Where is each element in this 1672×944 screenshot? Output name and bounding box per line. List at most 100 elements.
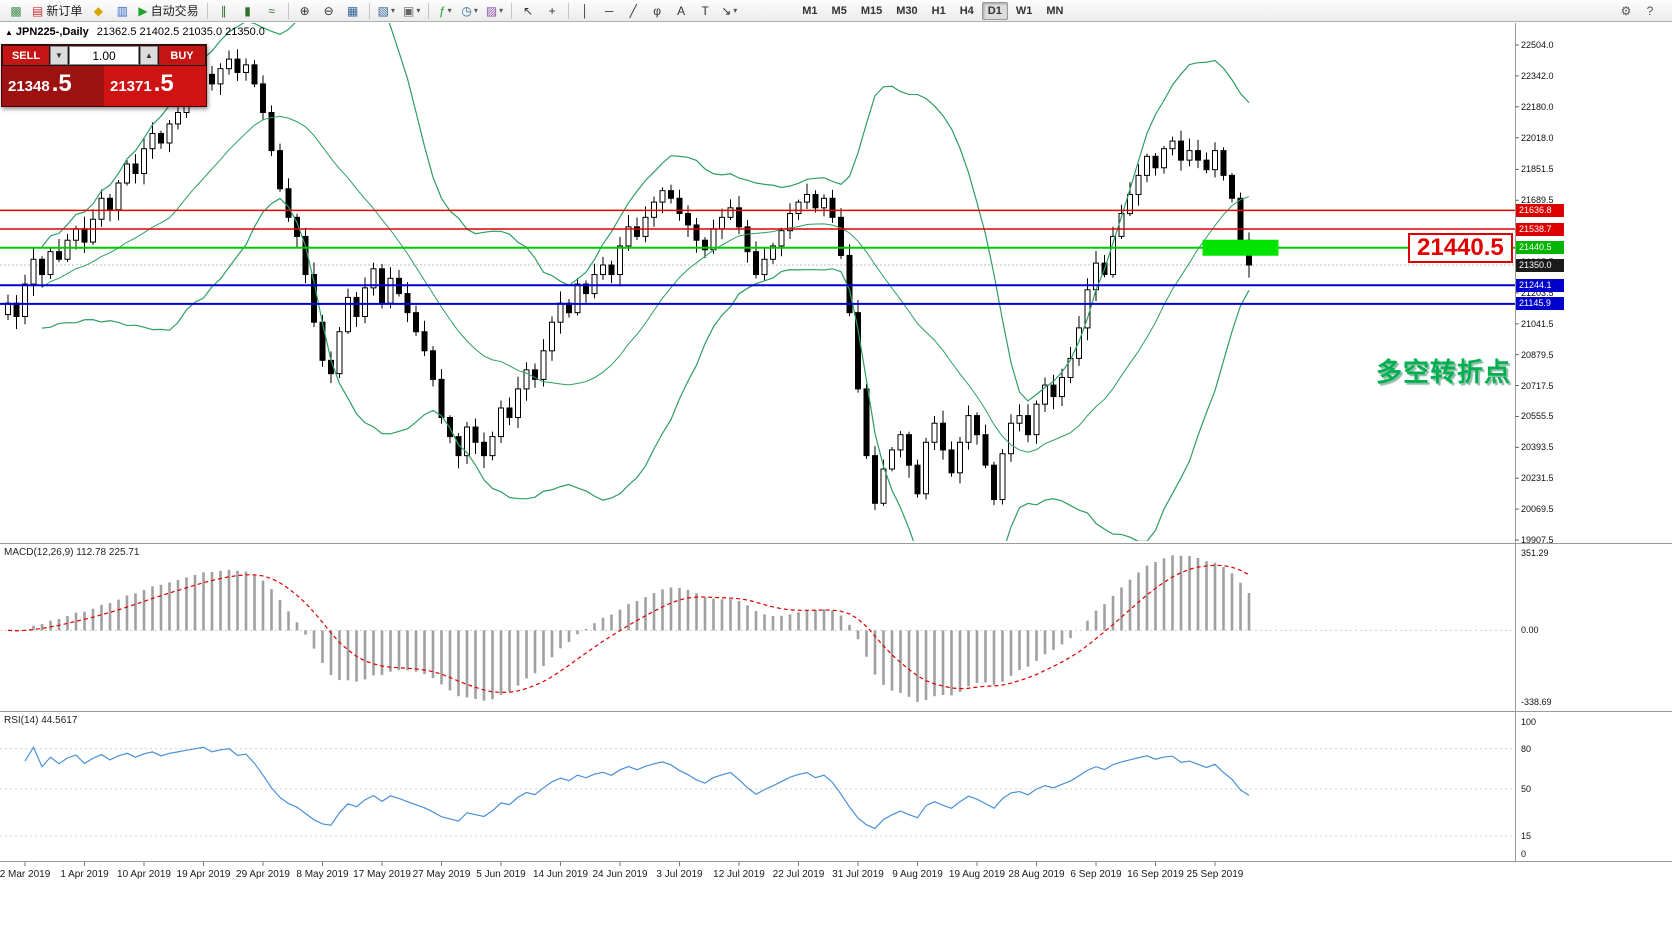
- profiles-icon[interactable]: ▣ ▾: [400, 2, 423, 20]
- timeframe-m15-button[interactable]: M15: [860, 4, 883, 17]
- zoom-in-icon[interactable]: ⊕: [294, 2, 316, 20]
- bar-chart-icon: ∥: [220, 3, 227, 18]
- volume-decrease-button[interactable]: ▼: [50, 46, 68, 65]
- buy-price-display[interactable]: 21371 .5: [104, 66, 206, 106]
- macd-histogram: [15, 555, 1251, 702]
- macd-axis-label: 351.29: [1521, 548, 1549, 558]
- charts-grid-icon[interactable]: ▧ ▾: [375, 2, 398, 20]
- periods-icon: ◷: [461, 3, 472, 18]
- macd-signal-line: [7, 564, 1250, 694]
- data-window-icon: ▥: [116, 3, 129, 18]
- symbol-period-label: JPN225-,Daily: [15, 26, 89, 38]
- sell-price-frac: .5: [51, 70, 72, 97]
- timeframe-mn-button[interactable]: MN: [1046, 4, 1064, 17]
- new-order-button[interactable]: ▤ 新订单: [29, 2, 85, 20]
- date-label: 2 Mar 2019: [0, 869, 51, 880]
- vertical-line-icon[interactable]: │: [574, 2, 596, 20]
- line-chart-icon[interactable]: ≈: [261, 2, 283, 20]
- timeframe-w1-button[interactable]: W1: [1015, 4, 1033, 17]
- bar-chart-icon[interactable]: ∥: [213, 2, 235, 20]
- cursor-icon: ↖: [523, 3, 534, 18]
- rsi-axis-label: 100: [1521, 717, 1537, 727]
- date-label: 22 Jul 2019: [772, 869, 825, 880]
- horizontal-line-icon[interactable]: ─: [598, 2, 620, 20]
- timeframe-m5-button[interactable]: M5: [831, 4, 847, 17]
- sell-price-main: 21348: [8, 78, 50, 95]
- price-tick-label: 20393.5: [1521, 442, 1554, 453]
- volume-increase-button[interactable]: ▲: [140, 46, 158, 65]
- templates-icon[interactable]: ▨ ▾: [483, 2, 506, 20]
- tile-windows-icon[interactable]: ▦: [342, 2, 364, 20]
- text-tool-icon[interactable]: A: [670, 2, 692, 20]
- rsi-pane: [0, 746, 1515, 837]
- price-tag: 21440.5: [1516, 241, 1564, 255]
- trendline-icon[interactable]: ╱: [622, 2, 644, 20]
- timeframe-h1-button[interactable]: H1: [931, 4, 946, 17]
- settings-icon: ⚙: [1620, 3, 1632, 18]
- timeframe-h4-button[interactable]: H4: [959, 4, 974, 17]
- market-watch-icon[interactable]: ◆: [87, 2, 109, 20]
- price-tick-label: 21041.5: [1521, 318, 1554, 329]
- crosshair-icon[interactable]: +: [541, 2, 563, 20]
- profiles-icon: ▣: [402, 3, 415, 18]
- tile-windows-icon: ▦: [346, 3, 359, 18]
- ohlc-values: 21362.5 21402.5 21035.0 21350.0: [96, 26, 265, 38]
- autotrading-icon: ▶: [138, 3, 148, 18]
- data-window-icon[interactable]: ▥: [111, 2, 133, 20]
- vertical-line-icon: │: [581, 3, 589, 18]
- buy-price-frac: .5: [153, 70, 174, 97]
- date-label: 28 Aug 2019: [1008, 869, 1065, 880]
- caret-down-icon: ▾: [499, 6, 504, 15]
- date-label: 3 Jul 2019: [656, 869, 703, 880]
- toolbar-separator: [368, 2, 370, 19]
- rsi-axis-label: 50: [1521, 784, 1532, 794]
- toolbar-right-group: ⚙?: [1614, 2, 1662, 20]
- help-icon: ?: [1646, 3, 1654, 18]
- indicators-icon[interactable]: ƒ ▾: [434, 2, 456, 20]
- settings-icon[interactable]: ⚙: [1615, 2, 1637, 20]
- caret-down-icon: ▾: [416, 6, 421, 15]
- timeframe-m1-button[interactable]: M1: [802, 4, 818, 17]
- periods-icon[interactable]: ◷ ▾: [458, 2, 481, 20]
- price-tick-label: 20231.5: [1521, 473, 1554, 484]
- macd-axis-label: 0.00: [1521, 625, 1539, 636]
- one-click-trading-panel: SELL ▼ 1.00 ▲ BUY 21348 .5 21371 .5: [1, 44, 207, 107]
- trendline-icon: ╱: [629, 3, 637, 18]
- text-label-icon[interactable]: T: [694, 2, 716, 20]
- turning-point-annotation: 多空转折点: [1376, 357, 1512, 387]
- date-label: 8 May 2019: [296, 869, 349, 880]
- cursor-icon[interactable]: ↖: [517, 2, 539, 20]
- zoom-out-icon[interactable]: ⊖: [318, 2, 340, 20]
- price-tick-label: 20555.5: [1521, 411, 1554, 422]
- candlestick-chart-icon[interactable]: ▮: [237, 2, 259, 20]
- sell-button[interactable]: SELL: [3, 46, 49, 65]
- help-icon[interactable]: ?: [1639, 2, 1661, 20]
- arrows-tool-icon[interactable]: ↘ ▾: [718, 2, 740, 20]
- timeframe-m30-button[interactable]: M30: [896, 4, 918, 17]
- price-tick-label: 22504.0: [1521, 40, 1554, 50]
- fibonacci-icon[interactable]: φ: [646, 2, 668, 20]
- rsi-line: [24, 746, 1250, 830]
- toolbar-separator: [428, 2, 430, 19]
- buy-button[interactable]: BUY: [159, 46, 205, 65]
- zoom-in-icon: ⊕: [299, 3, 310, 18]
- date-label: 27 May 2019: [412, 869, 471, 880]
- new-order-button-label: 新订单: [46, 4, 83, 18]
- macd-pane: [0, 555, 1515, 702]
- chart-title: ▲ JPN225-,Daily 21362.5 21402.5 21035.0 21…: [5, 26, 265, 38]
- price-tick-label: 21689.5: [1521, 195, 1554, 206]
- autotrading-button-label: 自动交易: [150, 4, 199, 18]
- timeframe-d1-button[interactable]: D1: [981, 1, 1008, 20]
- autotrading-button[interactable]: ▶ 自动交易: [135, 2, 201, 20]
- macd-axis-label: -338.69: [1521, 697, 1552, 707]
- price-tag: 21538.7: [1516, 222, 1564, 236]
- toolbar-separator: [511, 2, 513, 19]
- volume-input[interactable]: 1.00: [69, 46, 139, 65]
- sell-price-display[interactable]: 21348 .5: [2, 66, 104, 106]
- chart-window-icon[interactable]: ▩: [5, 2, 27, 20]
- toolbar-separator: [206, 2, 208, 19]
- zoom-out-icon: ⊖: [323, 3, 334, 18]
